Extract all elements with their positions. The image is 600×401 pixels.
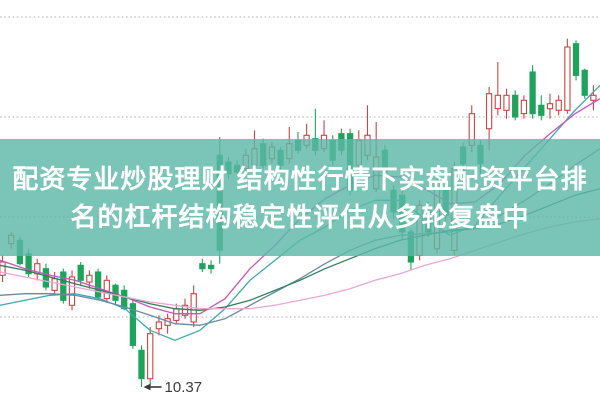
candle-body-up — [520, 99, 528, 115]
candle-body-down — [294, 139, 302, 151]
candle-body-up — [51, 278, 58, 291]
candle-body-up — [8, 234, 15, 245]
candle-body-down — [477, 144, 484, 165]
candle-body-up — [0, 261, 6, 276]
candle-body-up — [155, 321, 163, 330]
candle-body-down — [277, 149, 284, 166]
candle-body-down — [260, 143, 267, 166]
candle-body-down — [390, 189, 397, 213]
candles — [0, 38, 597, 387]
candle-body-down — [216, 154, 223, 251]
ma-slow-dgreen — [0, 188, 600, 311]
candle-body-up — [268, 146, 276, 160]
candle-body-up — [433, 181, 441, 250]
low-price-annotation: 10.37 — [143, 379, 203, 396]
candle-body-down — [581, 69, 588, 96]
candle-body-down — [512, 94, 519, 118]
candle-body-up — [468, 113, 475, 146]
candle-body-up — [590, 94, 597, 101]
candle-body-down — [42, 268, 50, 288]
candle-body-up — [355, 139, 362, 166]
candle-body-up — [546, 103, 554, 110]
gridlines — [0, 16, 600, 318]
candle-body-up — [251, 148, 258, 166]
candle-body-up — [86, 274, 93, 283]
candle-body-down — [129, 303, 137, 346]
candle-body-down — [338, 133, 345, 151]
candle-body-down — [225, 161, 232, 175]
candle-body-up — [485, 93, 493, 130]
candle-body-down — [407, 231, 415, 263]
candle-body-down — [233, 164, 241, 173]
candle-body-down — [572, 43, 580, 76]
candle-body-up — [564, 46, 571, 111]
candle-body-down — [94, 271, 102, 298]
candle-body-up — [181, 304, 189, 316]
candle-body-down — [16, 239, 24, 265]
candle-body-down — [459, 146, 467, 165]
candle-body-up — [242, 154, 249, 170]
candle-body-down — [312, 138, 319, 151]
candle-body-down — [381, 149, 389, 173]
candle-body-down — [138, 349, 145, 380]
ma-fast-cyan — [0, 84, 600, 341]
candle-body-up — [103, 279, 110, 300]
candle-body-up — [173, 308, 180, 321]
candle-body-down — [207, 264, 215, 270]
candle-body-down — [77, 264, 84, 281]
candle-body-up — [320, 134, 328, 150]
moving-average-lines — [0, 84, 600, 341]
ma-mid-steel — [0, 148, 600, 326]
candle-body-up — [451, 168, 458, 251]
candle-body-up — [494, 94, 501, 110]
candle-body-down — [329, 139, 336, 161]
candle-body-up — [555, 99, 562, 111]
candle-body-up — [147, 333, 154, 380]
candle-body-up — [286, 143, 293, 160]
candle-body-up — [303, 134, 310, 146]
candle-body-down — [529, 71, 536, 115]
candle-body-up — [68, 276, 76, 306]
candle-body-down — [538, 104, 545, 116]
candle-body-down — [346, 133, 354, 191]
candle-body-up — [373, 156, 380, 190]
candle-body-up — [503, 94, 510, 111]
candle-body-down — [60, 271, 67, 301]
low-price-label: 10.37 — [165, 379, 203, 396]
candle-body-down — [199, 263, 206, 270]
arrow-head-icon — [143, 383, 151, 391]
candle-body-up — [364, 134, 371, 156]
ma-slow-pink — [0, 218, 600, 310]
